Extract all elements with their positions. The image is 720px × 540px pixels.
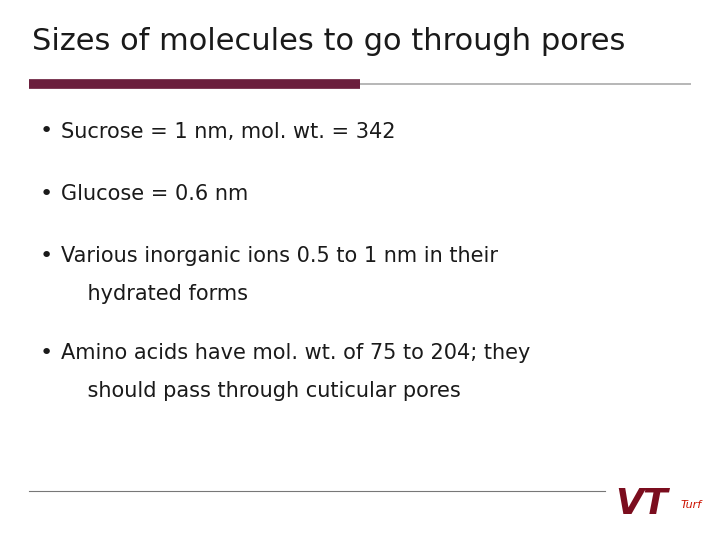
- Text: Glucose = 0.6 nm: Glucose = 0.6 nm: [61, 184, 248, 204]
- Text: •: •: [40, 343, 53, 363]
- Text: Turf: Turf: [680, 500, 701, 510]
- Text: VT: VT: [616, 487, 668, 521]
- Text: Various inorganic ions 0.5 to 1 nm in their: Various inorganic ions 0.5 to 1 nm in th…: [61, 246, 498, 266]
- Text: •: •: [40, 246, 53, 266]
- Text: Amino acids have mol. wt. of 75 to 204; they: Amino acids have mol. wt. of 75 to 204; …: [61, 343, 531, 363]
- Text: •: •: [40, 122, 53, 141]
- Text: •: •: [40, 184, 53, 204]
- Text: hydrated forms: hydrated forms: [61, 284, 248, 303]
- Text: should pass through cuticular pores: should pass through cuticular pores: [61, 381, 461, 401]
- Text: Sizes of molecules to go through pores: Sizes of molecules to go through pores: [32, 27, 626, 56]
- Text: Sucrose = 1 nm, mol. wt. = 342: Sucrose = 1 nm, mol. wt. = 342: [61, 122, 396, 141]
